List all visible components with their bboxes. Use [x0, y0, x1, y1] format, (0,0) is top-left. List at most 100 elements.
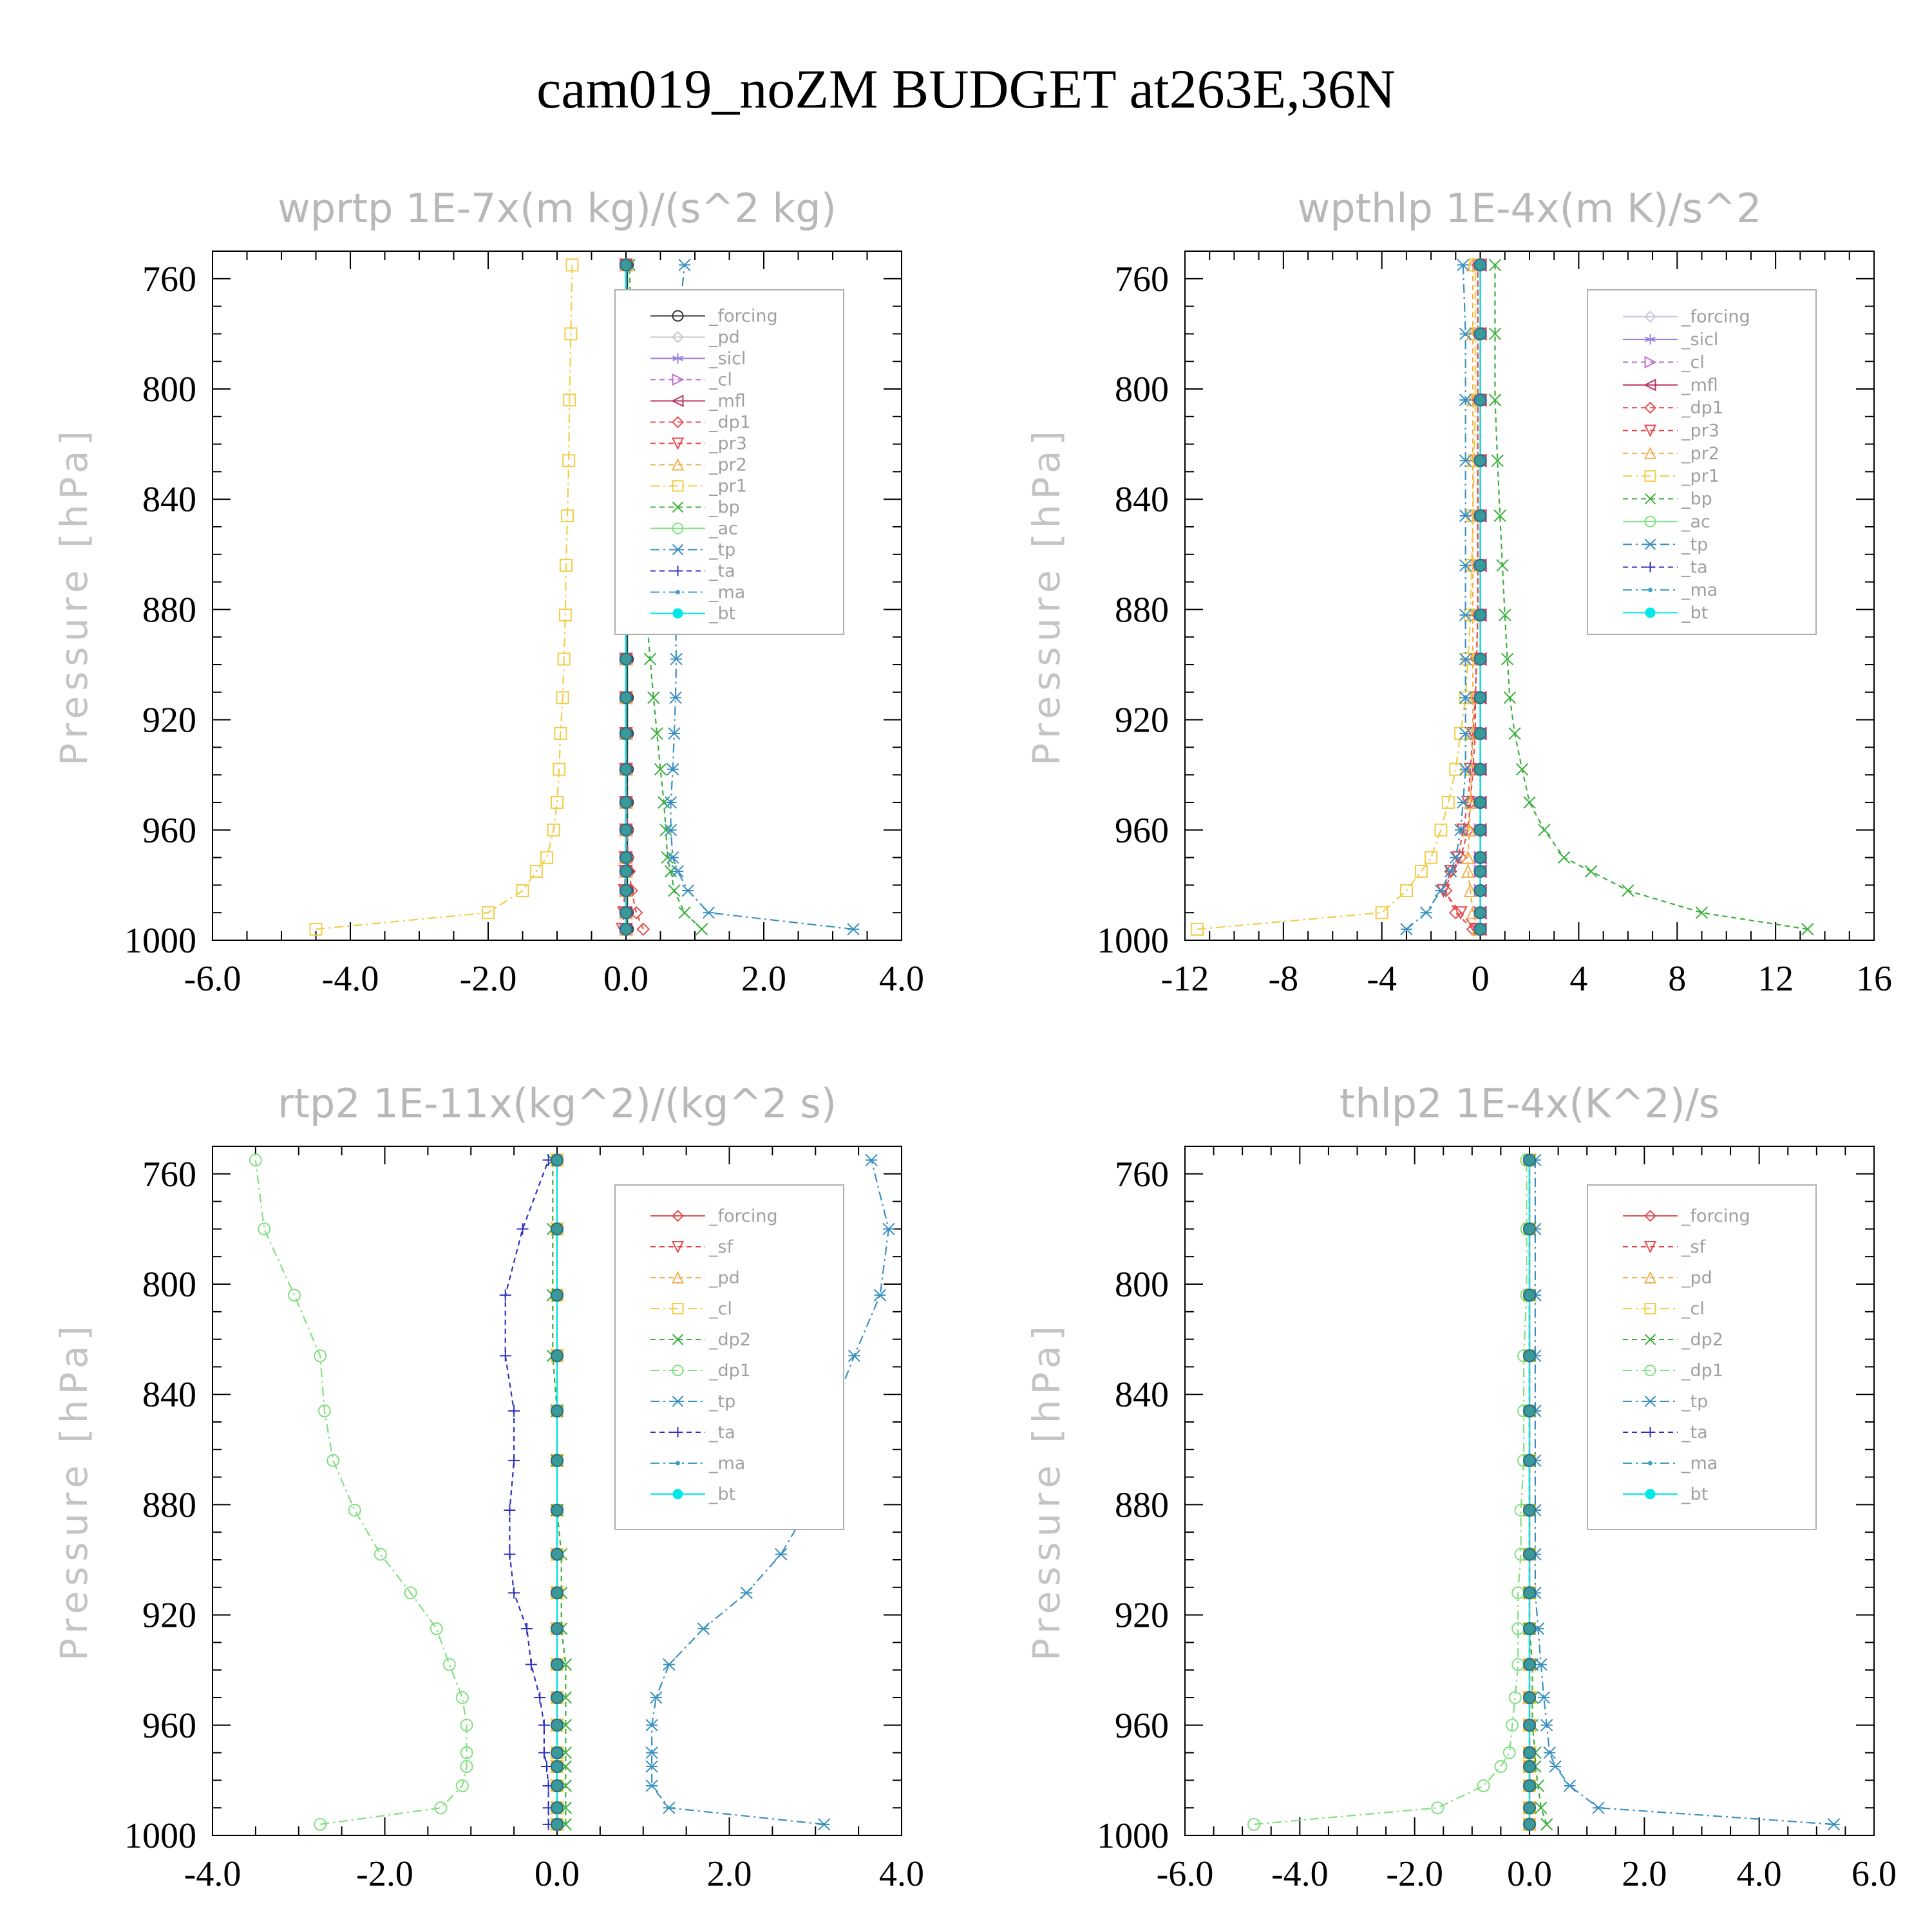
wpthlp-ytick-label: 800	[1115, 370, 1169, 410]
thlp2-point-bt	[1523, 1454, 1536, 1467]
thlp2-point-bt	[1523, 1404, 1536, 1417]
rtp2-point-dp1	[314, 1349, 327, 1363]
wprtp-point-bp	[668, 884, 681, 897]
thlp2-line-dp1	[1253, 1160, 1528, 1825]
rtp2-point-tp	[645, 1746, 658, 1759]
rtp2-point-bt	[551, 1760, 564, 1773]
legend-marker-cl	[672, 373, 685, 386]
wpthlp-series-bt	[1473, 258, 1487, 936]
legend-marker-pd	[1643, 1271, 1657, 1283]
legend-marker-mfl	[671, 394, 684, 408]
legend-marker-dp1	[672, 416, 684, 428]
wprtp-point-pr1	[554, 727, 567, 740]
rtp2-point-tp	[775, 1548, 788, 1561]
legend-label-bp: _bp	[1681, 489, 1712, 509]
wpthlp-point-bt	[1473, 509, 1487, 522]
wpthlp-point-pr2	[1461, 864, 1475, 878]
legend-label-ma: _ma	[708, 583, 745, 603]
wprtp-point-pr1	[482, 906, 495, 920]
thlp2-point-bt	[1523, 1760, 1536, 1773]
wprtp-point-tp	[667, 762, 679, 776]
legend-label-forcing: _forcing	[708, 307, 778, 327]
legend-marker-cl	[1644, 1303, 1656, 1314]
wprtp-point-tp	[664, 824, 677, 837]
wprtp-point-bt	[620, 762, 632, 776]
wpthlp-xtick-label: 0	[1472, 959, 1490, 999]
thlp2-point-bt	[1523, 1746, 1536, 1759]
wpthlp-line-pr1	[1197, 265, 1477, 930]
wpthlp-point-pr1	[1414, 865, 1428, 878]
wpthlp-point-bp	[1488, 258, 1502, 272]
wprtp-point-bp	[695, 923, 708, 936]
wprtp-series-pr1	[309, 258, 579, 936]
rtp2-point-bt	[551, 1548, 564, 1561]
rtp2-point-bt	[551, 1503, 564, 1517]
wpthlp-point-bp	[1488, 327, 1502, 341]
thlp2-ytick-label: 920	[1115, 1596, 1169, 1636]
rtp2-point-bt	[551, 1222, 564, 1236]
thlp2-point-bt	[1523, 1153, 1536, 1167]
rtp2-ylabel: Pressure [hPa]	[52, 1321, 96, 1661]
wpthlp-point-tp	[1454, 824, 1467, 837]
wpthlp-point-bt	[1473, 884, 1487, 897]
rtp2-point-dp1	[460, 1746, 473, 1759]
legend-marker-tp	[672, 1396, 684, 1407]
rtp2-point-ta	[538, 1747, 550, 1759]
wprtp-point-pr1	[516, 884, 529, 897]
thlp2-point-tp	[1535, 1658, 1548, 1671]
wpthlp-ytick-label: 760	[1115, 260, 1169, 299]
rtp2-point-ta	[525, 1658, 537, 1671]
wprtp-point-dp1	[636, 922, 650, 936]
rtp2-ytick-label: 920	[142, 1596, 196, 1636]
rtp2-point-ta	[508, 1405, 520, 1417]
thlp2-ytick-label: 760	[1115, 1155, 1169, 1195]
thlp2-xtick-label: 6.0	[1852, 1854, 1897, 1894]
rtp2-point-tp	[865, 1153, 878, 1167]
rtp2-point-tp	[873, 1289, 887, 1302]
rtp2-point-dp1	[455, 1691, 469, 1704]
legend-marker-pr2	[671, 458, 685, 471]
rtp2-point-dp1	[348, 1503, 361, 1517]
legend-marker-pr2	[1643, 446, 1657, 459]
wpthlp-line-pr2	[1467, 265, 1479, 930]
legend-label-sicl: _sicl	[708, 349, 746, 369]
wpthlp-point-tp	[1457, 258, 1470, 272]
wprtp-point-tp	[702, 906, 715, 919]
rtp2-point-bt	[551, 1817, 564, 1831]
legend-marker-forcing	[1644, 310, 1656, 323]
rtp2-point-bt	[551, 1289, 564, 1302]
wpthlp-point-tp	[1400, 923, 1413, 936]
rtp2-point-tp	[645, 1719, 658, 1732]
rtp2-point-dp1	[442, 1658, 456, 1671]
wpthlp-point-tp	[1459, 454, 1472, 467]
legend-label-pr2: _pr2	[708, 455, 747, 475]
legend-label-ma: _ma	[1681, 580, 1718, 600]
rtp2-point-tp	[645, 1760, 658, 1773]
wpthlp-point-pr2	[1461, 850, 1475, 864]
wprtp-point-pr1	[561, 509, 574, 522]
legend-marker-forcing	[1644, 1209, 1656, 1222]
rtp2-point-ta	[534, 1692, 546, 1703]
rtp2-point-bt	[551, 1622, 564, 1635]
page-title: cam019_noZM BUDGET at263E,36N	[536, 58, 1396, 120]
legend-marker-tp	[672, 544, 684, 556]
wprtp-point-tp	[668, 727, 681, 740]
wpthlp-point-bp	[1496, 559, 1509, 572]
rtp2-point-dp1	[455, 1779, 469, 1792]
wprtp-legend-frame	[614, 289, 844, 635]
legend-label-pd: _pd	[1681, 1268, 1712, 1288]
legend-label-tp: _tp	[1681, 535, 1708, 554]
wpthlp-point-pr1	[1425, 851, 1438, 864]
wprtp-ytick-label: 960	[142, 811, 196, 851]
thlp2-xtick-label: -2.0	[1386, 1854, 1443, 1894]
legend-marker-ma	[1648, 587, 1653, 592]
legend-label-tp: _tp	[708, 1392, 735, 1412]
legend-label-pr1: _pr1	[708, 477, 747, 497]
rtp2-point-tp	[645, 1779, 658, 1792]
legend-label-ta: _ta	[708, 562, 735, 582]
rtp2-series-dp1	[249, 1153, 473, 1831]
legend-label-bp: _bp	[708, 498, 740, 518]
legend-label-ta: _ta	[708, 1423, 735, 1443]
